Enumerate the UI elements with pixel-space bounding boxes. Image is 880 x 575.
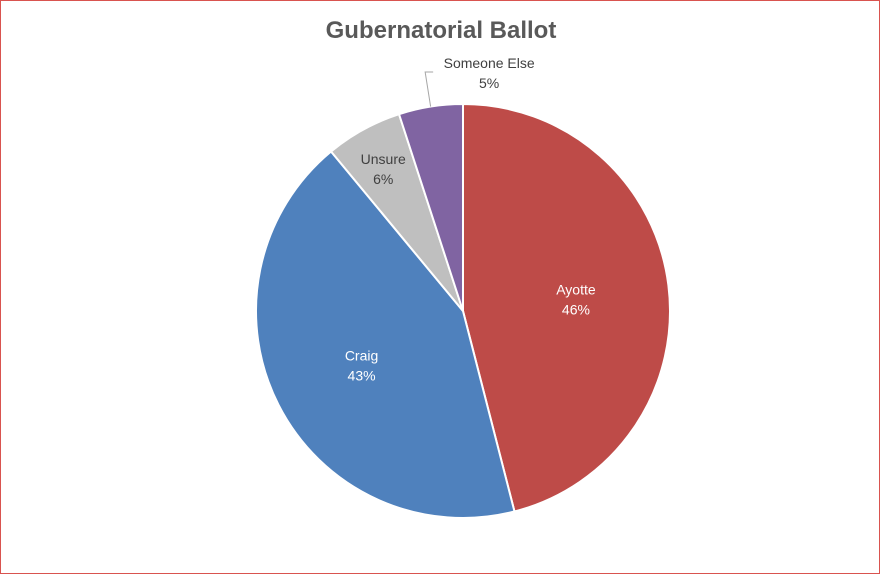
pie-slice-craig [255, 150, 516, 519]
data-value-unsure: 6% [373, 171, 393, 187]
data-label-someone-else: Someone Else [444, 55, 535, 71]
data-label-unsure: Unsure [361, 151, 406, 167]
data-label-ayotte: Ayotte [556, 282, 596, 298]
chart-title: Gubernatorial Ballot [325, 17, 557, 44]
leader-line-someone-else [424, 71, 434, 107]
data-value-ayotte: 46% [562, 302, 590, 318]
data-value-craig: 43% [348, 368, 376, 384]
data-value-someone-else: 5% [479, 75, 499, 91]
data-label-craig: Craig [345, 348, 378, 364]
pie-slice-ayotte [462, 102, 671, 513]
